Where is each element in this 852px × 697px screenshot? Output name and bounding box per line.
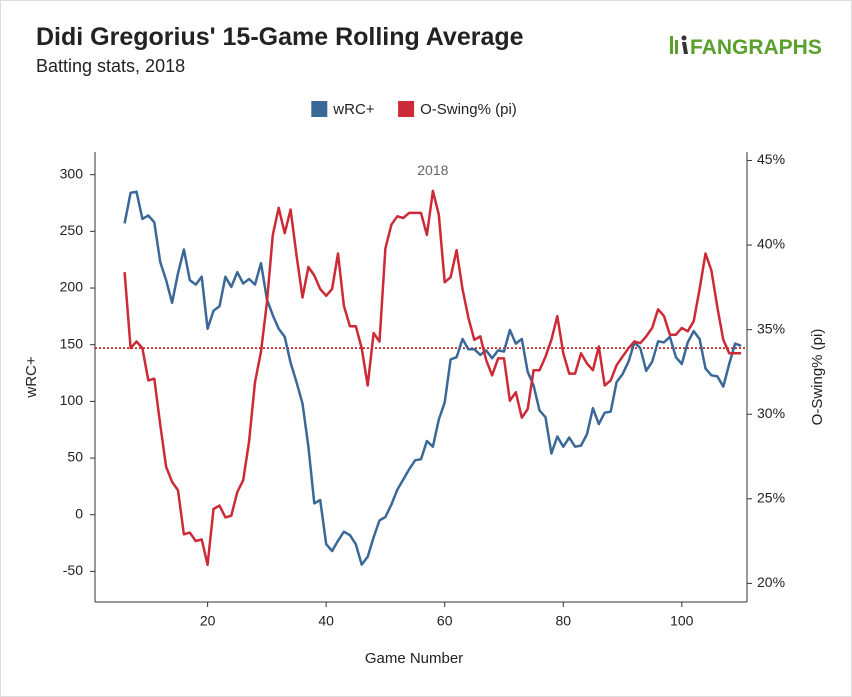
chart-title: Didi Gregorius' 15-Game Rolling Average: [36, 23, 524, 51]
y-tick-label: 0: [75, 505, 83, 521]
y-tick-label: 250: [60, 222, 84, 238]
y2-tick-label: 40%: [757, 236, 785, 252]
y2-axis-label: O-Swing% (pi): [809, 329, 826, 426]
series-line: [123, 190, 742, 566]
x-tick-label: 20: [200, 613, 216, 629]
logo-icon: [670, 35, 688, 54]
y-tick-label: 100: [60, 392, 84, 408]
x-axis-label: Game Number: [365, 650, 463, 667]
legend-label: O-Swing% (pi): [420, 101, 517, 118]
legend-label: wRC+: [332, 101, 374, 118]
y2-tick-label: 20%: [757, 574, 785, 590]
x-tick-label: 100: [670, 613, 694, 629]
x-tick-label: 80: [555, 613, 571, 629]
y2-tick-label: 30%: [757, 405, 785, 421]
y2-tick-label: 25%: [757, 490, 785, 506]
x-tick-label: 40: [318, 613, 334, 629]
legend-swatch: [311, 101, 328, 117]
annotation: 2018: [417, 162, 448, 178]
logo: FANGRAPHS: [690, 36, 822, 59]
y-tick-label: 300: [60, 165, 84, 181]
y-tick-label: 200: [60, 279, 84, 295]
y-axis-label: wRC+: [23, 356, 40, 398]
y-tick-label: 50: [67, 449, 83, 465]
x-tick-label: 60: [437, 613, 453, 629]
y-tick-label: 150: [60, 335, 84, 351]
series-line: [123, 189, 742, 567]
chart-subtitle: Batting stats, 2018: [36, 56, 185, 76]
y-tick-label: -50: [63, 562, 83, 578]
y2-tick-label: 45%: [757, 151, 785, 167]
legend-swatch: [398, 101, 415, 117]
y2-tick-label: 35%: [757, 320, 785, 336]
